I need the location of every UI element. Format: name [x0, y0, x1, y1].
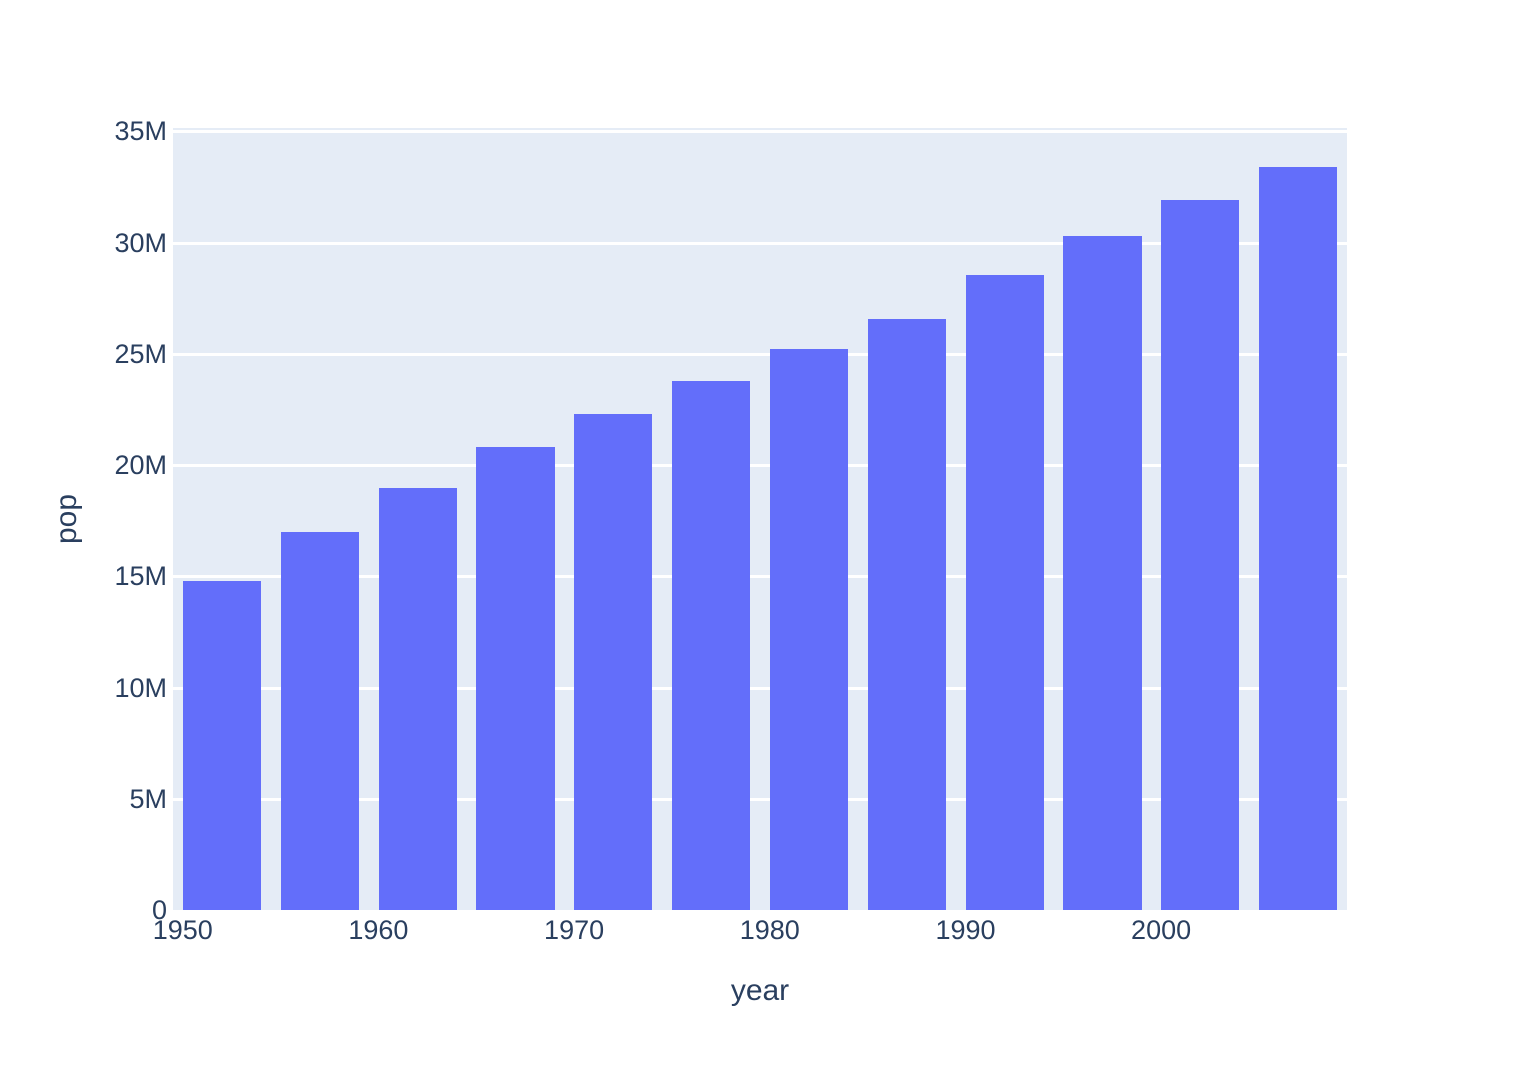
x-axis-title: year — [730, 974, 790, 1007]
y-tick-label-10M: 10M — [114, 672, 167, 703]
bar-1967[interactable] — [476, 446, 555, 910]
bar-2002[interactable] — [1161, 200, 1240, 910]
x-tick-label-1980: 1980 — [739, 915, 800, 945]
bar-1962[interactable] — [378, 487, 457, 910]
y-tick-label-25M: 25M — [114, 338, 167, 369]
bar-1992[interactable] — [965, 275, 1044, 910]
bar-1957[interactable] — [280, 531, 359, 910]
bar-1987[interactable] — [867, 319, 946, 910]
gridline-35M — [173, 130, 1347, 134]
bar-1972[interactable] — [574, 414, 653, 910]
x-tick-label-1960: 1960 — [348, 915, 409, 945]
y-axis-title: pop — [50, 493, 83, 545]
x-tick-label-1950: 1950 — [152, 915, 213, 945]
y-tick-label-35M: 35M — [114, 116, 167, 147]
bar-1952[interactable] — [182, 581, 262, 910]
y-tick-label-5M: 5M — [129, 783, 167, 814]
gridline-10M — [173, 686, 1347, 690]
bar-1997[interactable] — [1063, 235, 1142, 910]
x-tick-label-1990: 1990 — [935, 915, 996, 945]
gridline-25M — [173, 352, 1347, 356]
bar-1977[interactable] — [671, 380, 751, 910]
y-tick-label-30M: 30M — [114, 227, 167, 258]
y-tick-label-15M: 15M — [114, 561, 167, 592]
bar-1982[interactable] — [769, 349, 849, 910]
y-tick-label-20M: 20M — [114, 450, 167, 481]
x-tick-label-2000: 2000 — [1131, 915, 1192, 945]
bar-2007[interactable] — [1259, 167, 1338, 910]
x-tick-label-1970: 1970 — [544, 915, 605, 945]
gridline-20M — [173, 464, 1347, 468]
gridline-30M — [173, 241, 1347, 245]
gridline-15M — [173, 575, 1347, 579]
gridline-5M — [173, 797, 1347, 801]
plot-area[interactable] — [173, 128, 1347, 910]
y-tick-label-0: 0 — [151, 895, 167, 925]
